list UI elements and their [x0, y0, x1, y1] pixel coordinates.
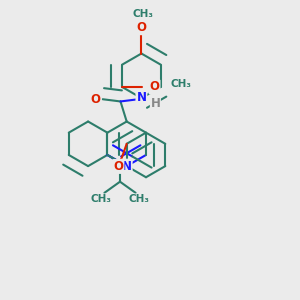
Text: O: O: [150, 80, 160, 94]
Text: CH₃: CH₃: [128, 194, 149, 204]
Text: CH₃: CH₃: [133, 10, 154, 20]
Text: O: O: [113, 160, 124, 173]
Text: N: N: [122, 160, 132, 172]
Text: O: O: [136, 21, 146, 34]
Text: H: H: [150, 98, 160, 110]
Text: CH₃: CH₃: [170, 79, 191, 89]
Text: O: O: [91, 93, 101, 106]
Text: CH₃: CH₃: [91, 194, 112, 204]
Text: N: N: [136, 91, 146, 104]
